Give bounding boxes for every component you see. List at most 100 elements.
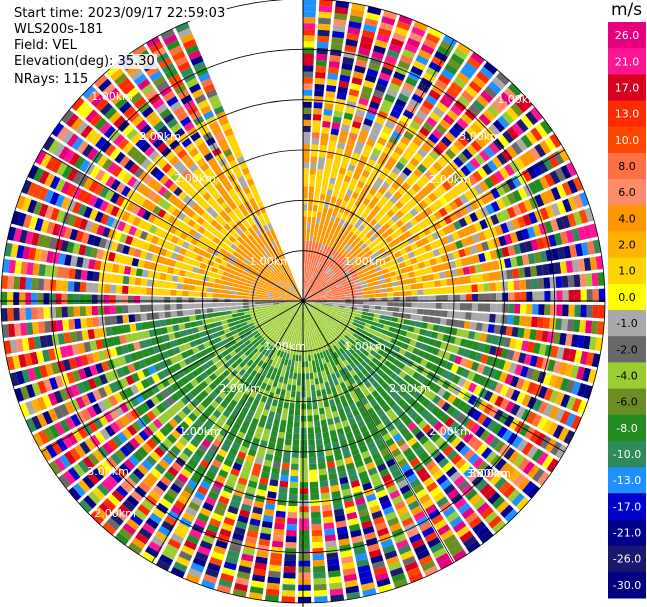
velocity-gate [325, 157, 333, 166]
velocity-gate [351, 191, 359, 200]
velocity-gate [395, 176, 405, 186]
velocity-gate [267, 276, 274, 281]
velocity-gate [536, 237, 545, 250]
velocity-gate [113, 392, 124, 404]
velocity-gate [86, 405, 97, 418]
velocity-gate [294, 311, 298, 318]
velocity-gate [141, 321, 149, 330]
velocity-gate [182, 512, 195, 523]
velocity-gate [474, 264, 482, 273]
velocity-gate [111, 489, 125, 503]
velocity-gate [344, 406, 352, 414]
velocity-gate [176, 283, 184, 290]
velocity-gate [168, 332, 176, 341]
velocity-gate [337, 333, 344, 339]
velocity-gate [478, 180, 490, 192]
velocity-gate [140, 278, 148, 287]
velocity-gate [437, 387, 447, 398]
velocity-gate [347, 317, 355, 322]
velocity-gate [225, 310, 232, 315]
velocity-gate [492, 119, 506, 133]
velocity-gate [104, 144, 117, 157]
velocity-gate [521, 442, 534, 456]
velocity-gate [349, 390, 357, 398]
velocity-gate [211, 344, 219, 351]
velocity-gate [326, 461, 336, 469]
velocity-gate [285, 320, 290, 327]
velocity-gate [200, 579, 216, 590]
velocity-gate [167, 193, 177, 204]
velocity-gate [312, 210, 317, 218]
velocity-gate [239, 343, 247, 350]
velocity-gate [349, 361, 357, 369]
velocity-gate [276, 285, 283, 290]
velocity-gate [577, 383, 587, 398]
velocity-gate [286, 334, 291, 341]
velocity-gate [380, 288, 388, 293]
velocity-gate [197, 428, 208, 438]
velocity-gate [393, 345, 401, 353]
velocity-gate [357, 216, 365, 224]
velocity-gate [374, 83, 387, 93]
velocity-gate [317, 395, 323, 403]
velocity-gate [110, 205, 120, 217]
velocity-gate [308, 317, 312, 325]
velocity-gate [568, 304, 575, 317]
velocity-gate [47, 348, 57, 361]
velocity-gate [458, 193, 469, 205]
velocity-gate [270, 346, 277, 354]
velocity-gate [147, 190, 157, 201]
velocity-gate [309, 342, 313, 349]
velocity-gate [291, 310, 296, 316]
velocity-gate [303, 282, 305, 289]
velocity-gate [539, 207, 550, 221]
velocity-gate [369, 226, 378, 235]
velocity-gate [496, 292, 503, 302]
velocity-gate [309, 299, 316, 301]
velocity-gate [358, 250, 366, 257]
velocity-gate [487, 323, 495, 334]
velocity-gate [553, 332, 561, 345]
velocity-gate [214, 257, 223, 264]
velocity-gate [307, 409, 313, 416]
velocity-gate [327, 467, 337, 475]
velocity-gate [334, 316, 342, 322]
velocity-gate [133, 304, 141, 313]
velocity-gate [268, 311, 276, 315]
velocity-gate [324, 287, 331, 291]
velocity-gate [327, 355, 333, 362]
velocity-gate [262, 311, 269, 316]
velocity-gate [125, 256, 134, 266]
velocity-gate [378, 319, 386, 325]
velocity-gate [167, 204, 177, 214]
velocity-gate [282, 310, 289, 315]
velocity-gate [99, 261, 108, 272]
velocity-gate [230, 467, 240, 477]
velocity-gate [71, 429, 83, 443]
velocity-gate [337, 376, 344, 384]
velocity-gate [43, 293, 50, 305]
velocity-gate [477, 312, 484, 322]
velocity-gate [126, 213, 136, 225]
velocity-gate [308, 297, 315, 300]
velocity-gate [502, 130, 515, 144]
velocity-gate [313, 198, 319, 206]
velocity-gate [507, 245, 516, 256]
velocity-gate [264, 357, 271, 364]
velocity-gate [181, 545, 195, 556]
velocity-gate [330, 311, 338, 315]
velocity-gate [195, 240, 204, 249]
velocity-gate [517, 187, 528, 200]
velocity-gate [303, 168, 309, 175]
velocity-gate [158, 288, 165, 296]
velocity-gate [136, 195, 147, 206]
velocity-gate [287, 315, 293, 321]
velocity-gate [321, 504, 332, 512]
velocity-gate [422, 227, 432, 236]
velocity-gate [392, 104, 404, 114]
velocity-gate [280, 308, 287, 312]
velocity-gate [280, 292, 287, 296]
velocity-gate [13, 307, 20, 321]
velocity-gate [213, 312, 220, 318]
velocity-gate [394, 500, 406, 511]
